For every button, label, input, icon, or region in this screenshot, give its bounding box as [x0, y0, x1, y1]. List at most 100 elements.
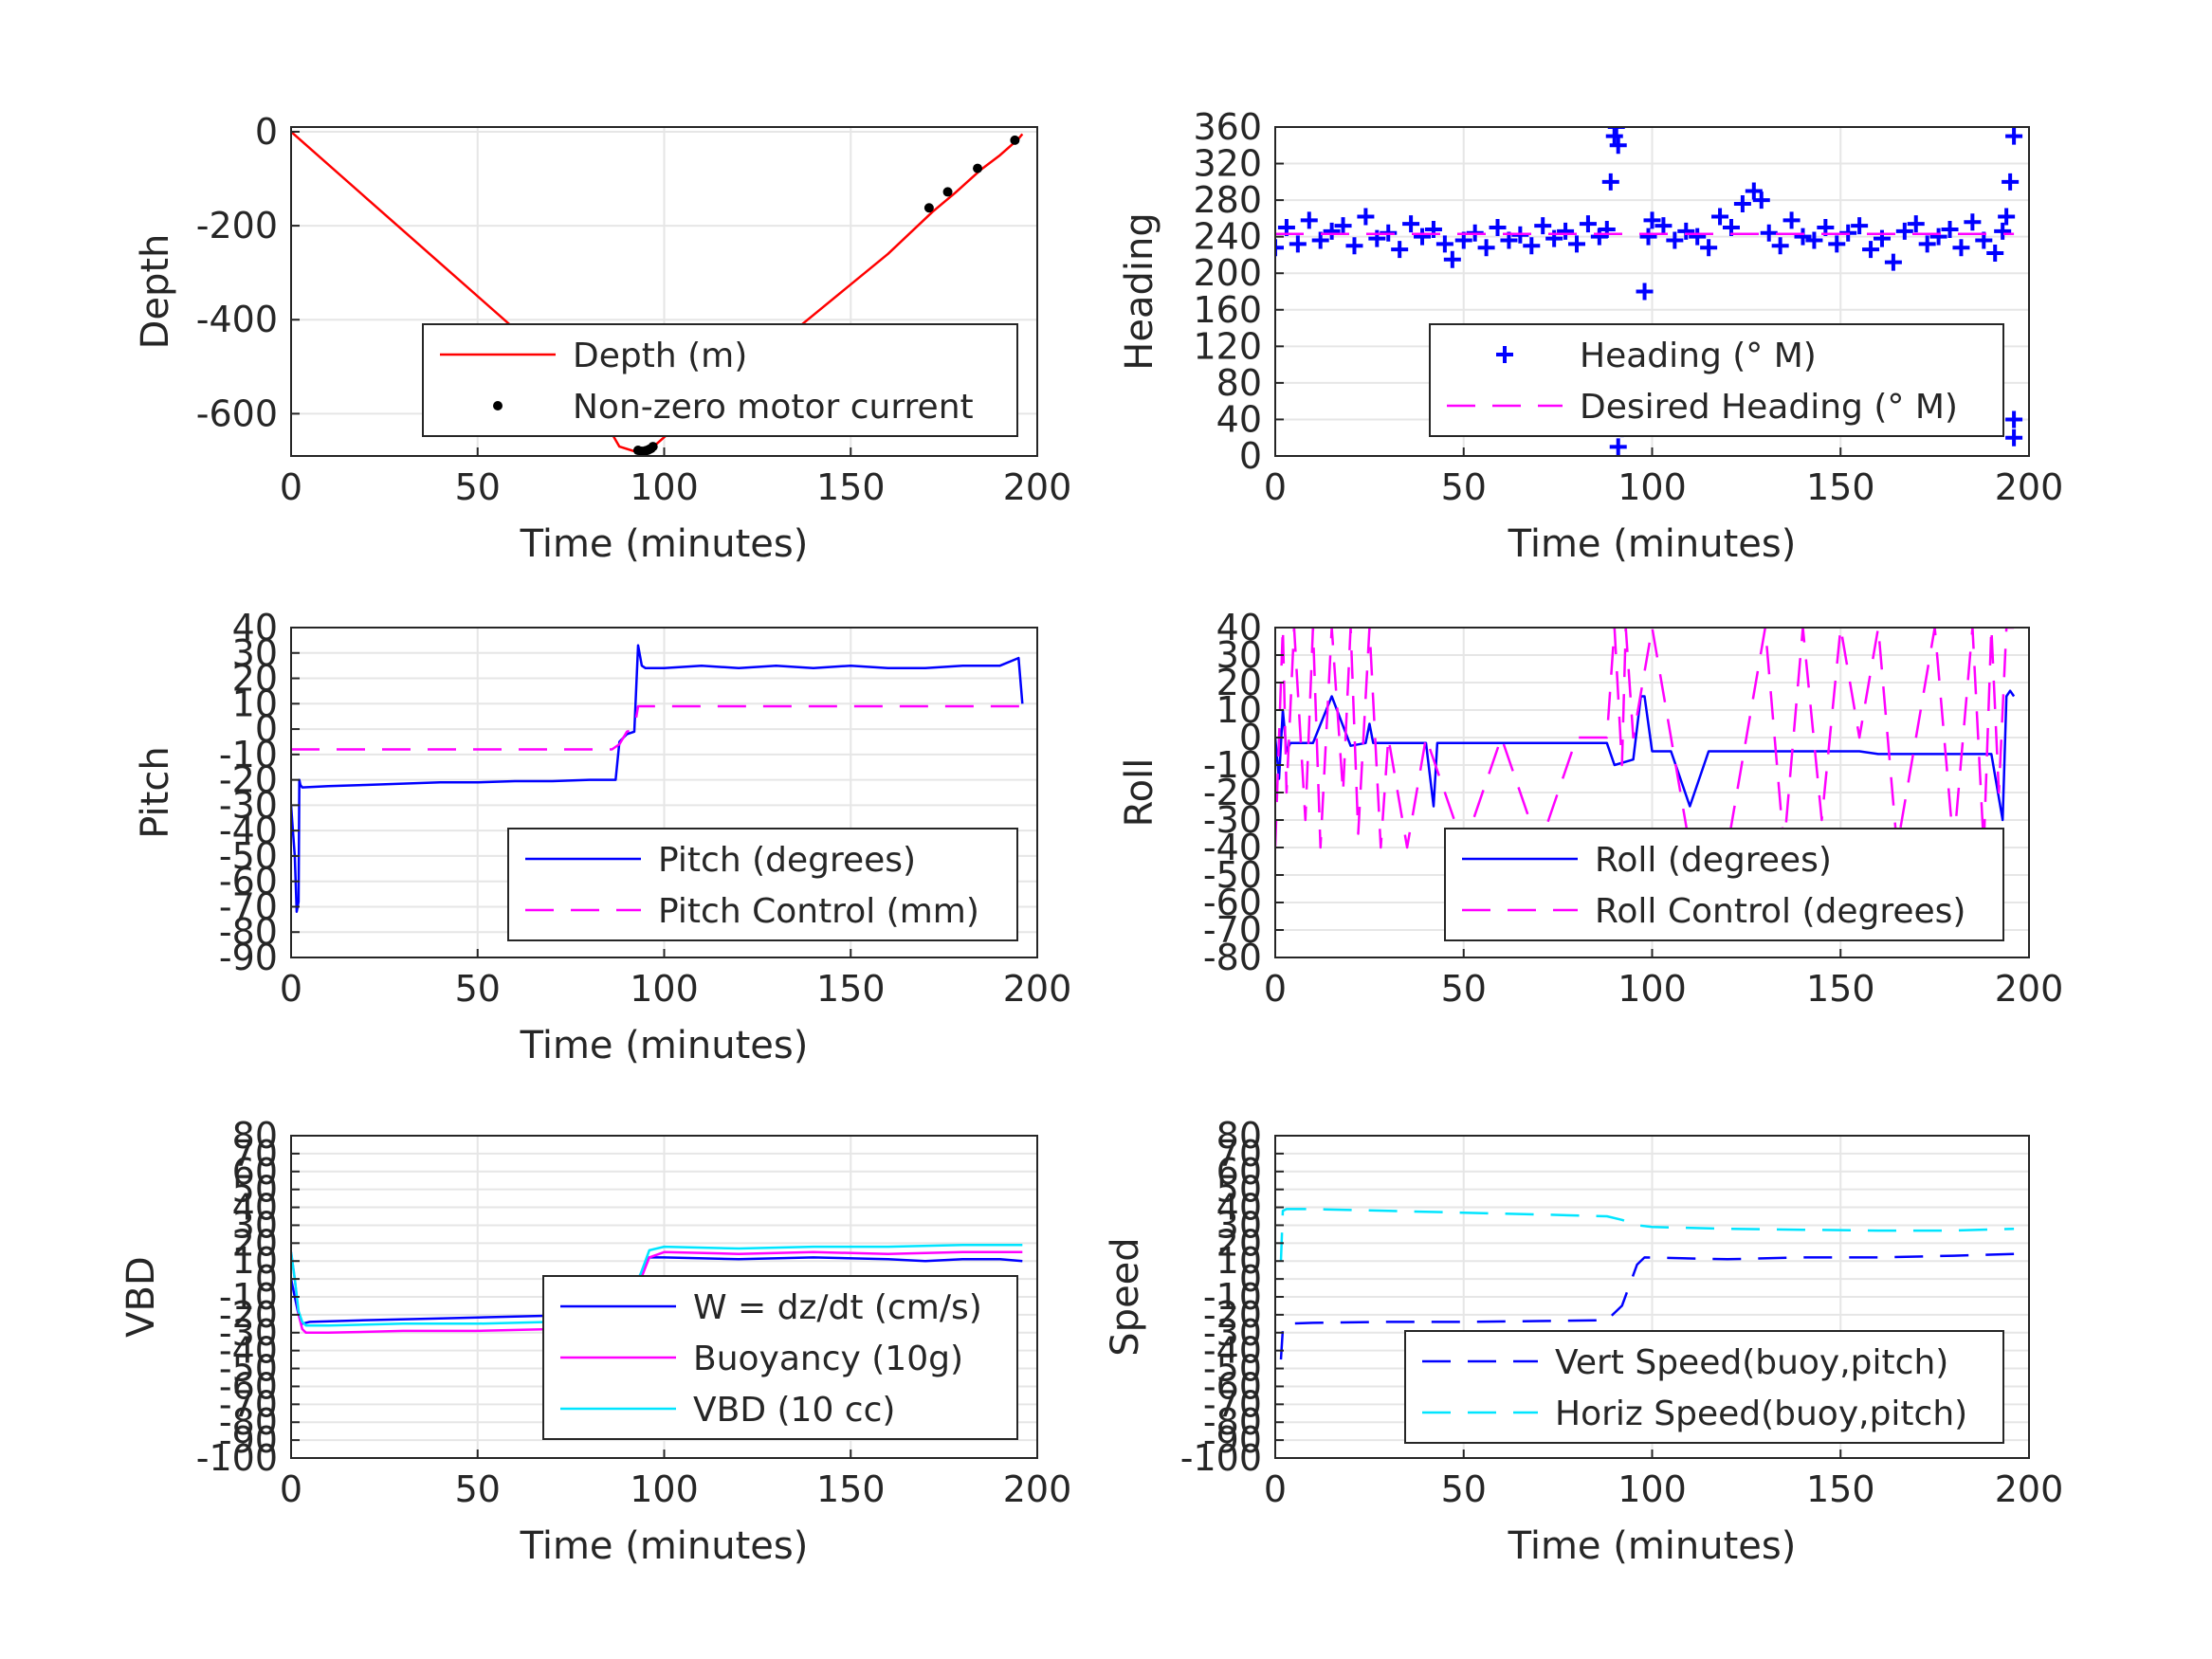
roll-ytick-label: 30	[1216, 634, 1262, 676]
roll-legend-label: Roll Control (degrees)	[1595, 892, 1965, 931]
speed-ylabel: Speed	[1104, 1237, 1147, 1356]
heading-series-0-marker	[1523, 237, 1541, 255]
heading-series-0-marker	[1771, 237, 1789, 255]
heading-xlabel: Time (minutes)	[1508, 522, 1797, 566]
heading-series-0-marker	[1311, 231, 1329, 249]
roll-ytick-label: -20	[1203, 772, 1262, 813]
speed-xlabel: Time (minutes)	[1508, 1524, 1797, 1568]
heading-ytick-label: 0	[1239, 435, 1262, 477]
pitch-series-1-line	[291, 704, 1023, 751]
pitch-ytick-label: -80	[219, 911, 278, 953]
heading-series-0-marker	[1895, 222, 1913, 240]
roll-series-1-line	[1275, 628, 2015, 849]
pitch-panel: 0 50 100 150 200403020100-10-20-30-40-50-60-…	[134, 607, 1071, 1067]
depth-series-1-marker	[973, 163, 983, 173]
heading-series-0-marker	[1964, 213, 1982, 231]
depth-xtick-label: 50	[455, 466, 501, 508]
speed-series-1-line	[1279, 1208, 2015, 1262]
vbd-ytick-label: -50	[219, 1348, 278, 1390]
vbd-ytick-label: -70	[219, 1383, 278, 1425]
vbd-xtick-label: 150	[816, 1468, 886, 1510]
pitch-xtick-label: 150	[816, 968, 886, 1010]
heading-ytick-label: 360	[1193, 106, 1262, 148]
vbd-xtick-label: 200	[1003, 1468, 1072, 1510]
pitch-ytick-label: -30	[219, 784, 278, 826]
heading-series-0-marker	[2005, 410, 2023, 428]
speed-legend-label: Vert Speed(buoy,pitch)	[1555, 1343, 1948, 1382]
heading-series-0-marker	[1601, 173, 1619, 191]
speed-ytick-label: 20	[1216, 1222, 1262, 1264]
roll-ylabel: Roll	[1118, 758, 1161, 828]
heading-legend-swatch	[1496, 346, 1513, 363]
pitch-legend-box	[507, 828, 1018, 941]
heading-ytick-label: 80	[1216, 362, 1262, 404]
heading-series-0-marker	[1557, 222, 1575, 240]
depth-legend-label: Non-zero motor current	[573, 388, 974, 427]
pitch-xtick-label: 0	[280, 968, 302, 1010]
pitch-legend-label: Pitch Control (mm)	[658, 892, 979, 931]
heading-series-0-marker	[1435, 235, 1453, 253]
roll-ytick-label: 0	[1239, 717, 1262, 758]
heading-series-0-marker	[1941, 220, 1959, 238]
pitch-ytick-label: -40	[219, 810, 278, 851]
pitch-plot-area	[291, 644, 1024, 914]
roll-ytick-label: 10	[1216, 689, 1262, 731]
heading-series-0-marker	[1477, 239, 1495, 257]
speed-xtick-label: 150	[1806, 1468, 1875, 1510]
vbd-ytick-label: 60	[232, 1151, 278, 1193]
depth-xtick-label: 150	[816, 466, 886, 508]
heading-xtick-label: 50	[1441, 466, 1487, 508]
vbd-ytick-label: 50	[232, 1169, 278, 1211]
speed-xtick-label: 200	[1995, 1468, 2064, 1510]
heading-series-0-marker	[1986, 245, 2004, 263]
vbd-ytick-label: -60	[219, 1365, 278, 1407]
speed-ytick-label: -20	[1203, 1294, 1262, 1336]
speed-xtick-label: 50	[1441, 1468, 1487, 1510]
pitch-xtick-label: 50	[455, 968, 501, 1010]
depth-ytick-label: -400	[196, 299, 278, 340]
depth-xtick-label: 200	[1003, 466, 1072, 508]
depth-ytick-label: -200	[196, 205, 278, 246]
heading-series-0-marker	[1568, 235, 1585, 253]
roll-ytick-label: -30	[1203, 799, 1262, 841]
heading-series-0-marker	[1782, 211, 1801, 229]
depth-ytick-label: 0	[255, 111, 278, 153]
heading-series-0-marker	[1760, 224, 1778, 242]
depth-series-1-marker	[923, 203, 934, 213]
heading-series-0-marker	[1998, 208, 2016, 226]
heading-series-0-marker	[1289, 235, 1307, 253]
heading-series-0-marker	[1711, 208, 1729, 226]
heading-series-0-marker	[1862, 241, 1880, 259]
roll-xtick-label: 100	[1618, 968, 1687, 1010]
heading-series-0-marker	[1643, 211, 1661, 229]
vbd-xlabel: Time (minutes)	[520, 1524, 809, 1568]
vbd-xtick-label: 100	[630, 1468, 699, 1510]
heading-series-0-marker	[1745, 182, 1763, 200]
roll-ytick-label: -50	[1203, 854, 1262, 896]
speed-ytick-label: 70	[1216, 1133, 1262, 1175]
heading-series-0-marker	[2005, 127, 2023, 145]
vbd-xtick-label: 50	[455, 1468, 501, 1510]
heading-series-0-marker	[2002, 173, 2020, 191]
vbd-ytick-label: 20	[232, 1222, 278, 1264]
vbd-ytick-label: -90	[219, 1419, 278, 1461]
heading-xtick-label: 150	[1806, 466, 1875, 508]
vbd-legend-label: VBD (10 cc)	[693, 1391, 895, 1430]
roll-ytick-label: -40	[1203, 827, 1262, 868]
roll-ytick-label: 40	[1216, 607, 1262, 648]
heading-series-0-marker	[1300, 211, 1318, 229]
heading-series-0-marker	[1334, 217, 1352, 235]
heading-series-0-marker	[1952, 239, 1970, 257]
roll-ytick-label: -60	[1203, 882, 1262, 923]
heading-series-0-marker	[1391, 241, 1409, 259]
speed-legend-label: Horiz Speed(buoy,pitch)	[1555, 1395, 1967, 1433]
pitch-ylabel: Pitch	[134, 746, 177, 838]
heading-series-0-marker	[1918, 235, 1936, 253]
speed-ytick-label: 10	[1216, 1240, 1262, 1282]
heading-series-0-marker	[1489, 219, 1507, 237]
speed-ytick-label: 80	[1216, 1115, 1262, 1157]
heading-series-0-marker	[1884, 253, 1902, 271]
heading-series-0-marker	[1994, 222, 2012, 240]
speed-series-0-line	[1279, 1252, 2015, 1360]
roll-legend-box	[1444, 828, 2004, 941]
